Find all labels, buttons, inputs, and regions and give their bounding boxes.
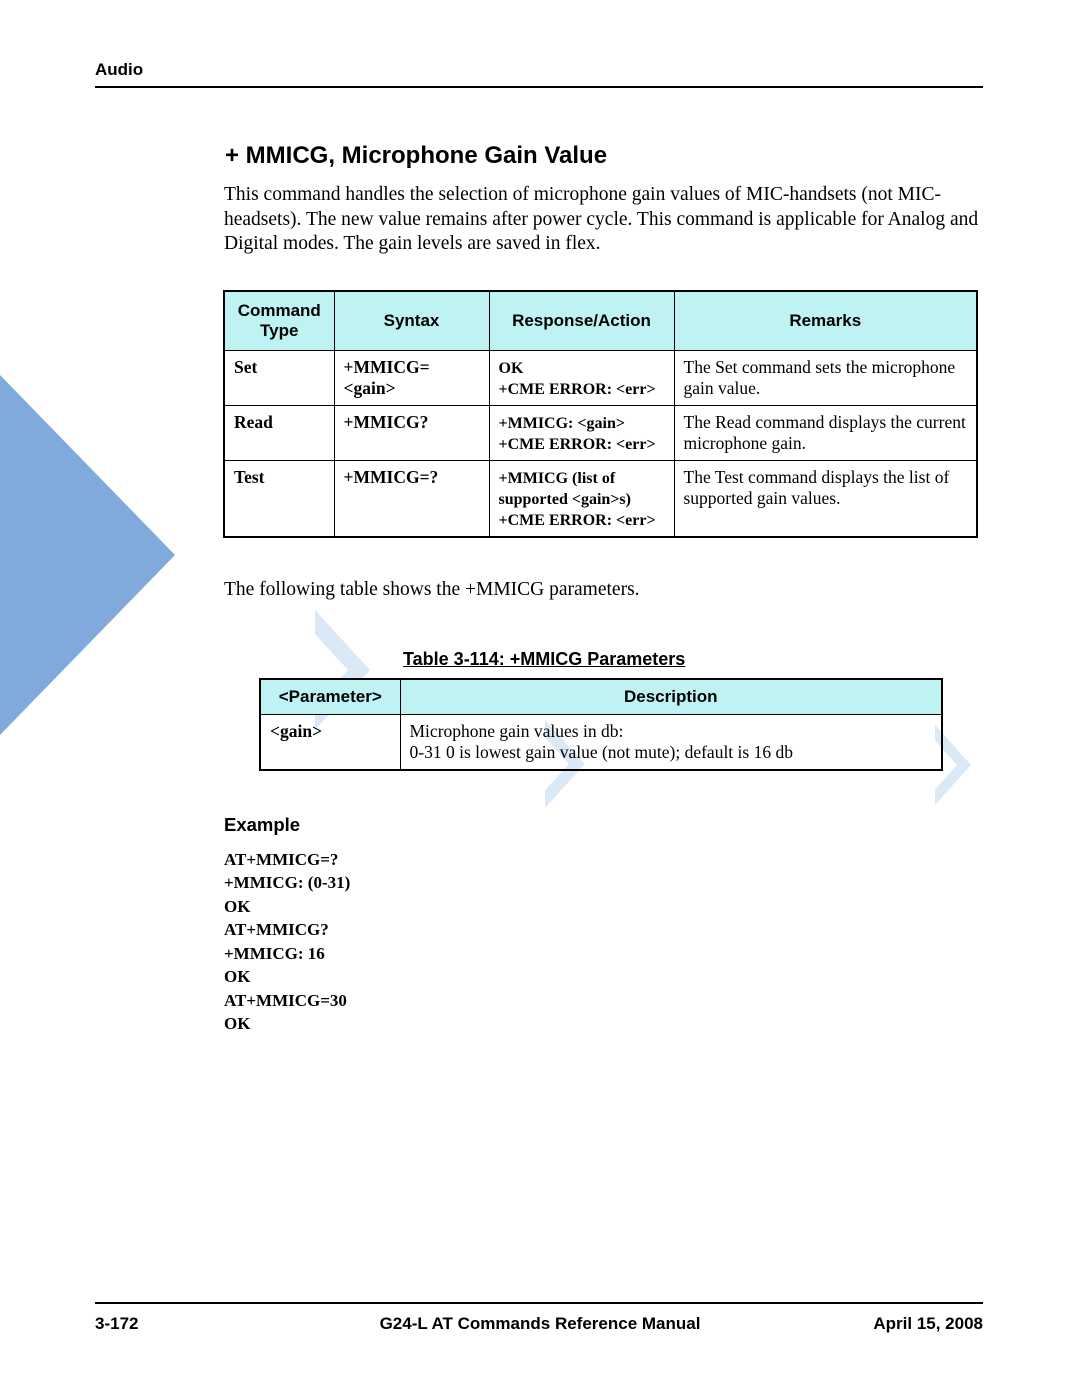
footer-date: April 15, 2008 <box>873 1314 983 1334</box>
footer-rule <box>95 1302 983 1304</box>
cell-cmdtype: Read <box>224 406 334 461</box>
desc-line: 0-31 0 is lowest gain value (not mute); … <box>410 742 793 762</box>
cell-description: Microphone gain values in db: 0-31 0 is … <box>400 715 942 771</box>
example-code-block: AT+MMICG=? +MMICG: (0-31) OK AT+MMICG? +… <box>224 848 350 1036</box>
param-table: <Parameter> Description <gain> Microphon… <box>259 678 943 771</box>
decor-triangle <box>0 375 175 735</box>
header-section-label: Audio <box>95 60 143 80</box>
cell-syntax: +MMICG? <box>334 406 489 461</box>
th-response: Response/Action <box>489 291 674 351</box>
mid-text: The following table shows the +MMICG par… <box>224 579 984 601</box>
cell-cmdtype: Test <box>224 461 334 538</box>
resp-line: +CME ERROR: <err> <box>499 381 656 398</box>
th-syntax: Syntax <box>334 291 489 351</box>
table-row: Read +MMICG? +MMICG: <gain> +CME ERROR: … <box>224 406 977 461</box>
cell-response: +MMICG (list of supported <gain>s) +CME … <box>489 461 674 538</box>
th-parameter: <Parameter> <box>260 679 400 715</box>
cell-syntax: +MMICG=? <box>334 461 489 538</box>
cell-remarks: The Test command displays the list of su… <box>674 461 977 538</box>
example-heading: Example <box>224 814 300 836</box>
section-title: + MMICG, Microphone Gain Value <box>225 142 607 170</box>
cell-remarks: The Set command sets the microphone gain… <box>674 351 977 406</box>
cell-remarks: The Read command displays the current mi… <box>674 406 977 461</box>
resp-line: OK <box>499 360 524 377</box>
intro-paragraph: This command handles the selection of mi… <box>224 183 982 257</box>
cell-cmdtype: Set <box>224 351 334 406</box>
th-description: Description <box>400 679 942 715</box>
th-remarks: Remarks <box>674 291 977 351</box>
cell-response: OK +CME ERROR: <err> <box>489 351 674 406</box>
header-rule <box>95 86 983 88</box>
resp-line: +CME ERROR: <err> <box>499 436 656 453</box>
param-table-header-row: <Parameter> Description <box>260 679 942 715</box>
command-table-wrapper: Command Type Syntax Response/Action Rema… <box>223 290 978 538</box>
param-table-wrapper: <Parameter> Description <gain> Microphon… <box>259 678 943 771</box>
table-row: <gain> Microphone gain values in db: 0-3… <box>260 715 942 771</box>
cell-syntax: +MMICG=<gain> <box>334 351 489 406</box>
table-row: Set +MMICG=<gain> OK +CME ERROR: <err> T… <box>224 351 977 406</box>
resp-line: +MMICG (list of supported <gain>s) <box>499 470 631 508</box>
resp-line: +CME ERROR: <err> <box>499 512 656 529</box>
th-command-type: Command Type <box>224 291 334 351</box>
desc-line: Microphone gain values in db: <box>410 721 624 741</box>
command-table: Command Type Syntax Response/Action Rema… <box>223 290 978 538</box>
param-table-caption: Table 3-114: +MMICG Parameters <box>403 649 685 670</box>
command-table-header-row: Command Type Syntax Response/Action Rema… <box>224 291 977 351</box>
table-row: Test +MMICG=? +MMICG (list of supported … <box>224 461 977 538</box>
cell-response: +MMICG: <gain> +CME ERROR: <err> <box>489 406 674 461</box>
cell-param: <gain> <box>260 715 400 771</box>
resp-line: +MMICG: <gain> <box>499 415 625 432</box>
